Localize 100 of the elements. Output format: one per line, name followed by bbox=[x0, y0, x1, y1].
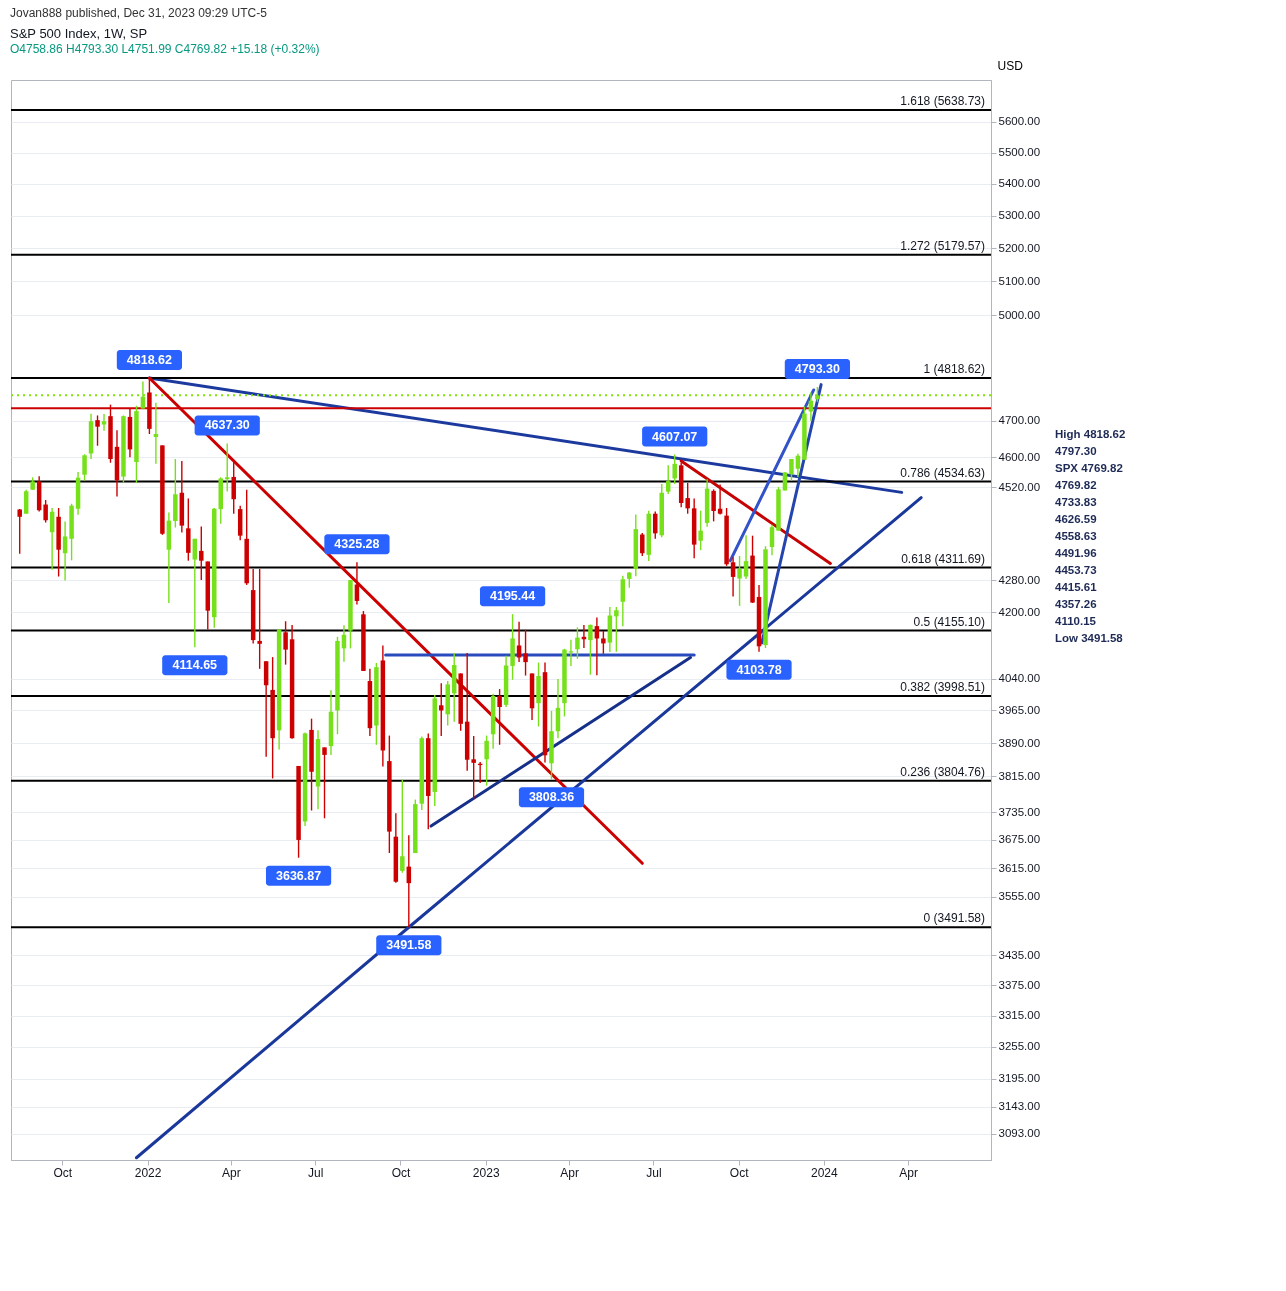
candlestick bbox=[484, 734, 489, 787]
annotation: 3491.58 bbox=[386, 938, 432, 953]
candlestick bbox=[257, 568, 262, 670]
y-tick-label: 5100.00 bbox=[998, 274, 1041, 287]
y-tick-label: 3375.00 bbox=[998, 978, 1041, 991]
candlestick bbox=[568, 639, 574, 667]
candlestick bbox=[471, 735, 476, 800]
candlestick bbox=[711, 488, 716, 523]
x-tick-label: Apr bbox=[222, 1165, 241, 1180]
candlestick bbox=[17, 508, 22, 555]
x-tick-label: Jul bbox=[646, 1165, 662, 1180]
candlestick bbox=[717, 483, 723, 516]
candlestick bbox=[140, 380, 146, 410]
text: 4626.59 bbox=[1055, 513, 1097, 525]
y-tick-label: 5500.00 bbox=[998, 146, 1041, 159]
annotation: 4818.62 bbox=[126, 353, 173, 368]
candlestick bbox=[231, 459, 236, 515]
ref-line-label: 0.236 (3804.76) bbox=[900, 764, 985, 779]
ref-line-label: 0.618 (4311.69) bbox=[901, 551, 985, 566]
text: Low 3491.58 bbox=[1055, 632, 1124, 644]
y-tick-label: 4040.00 bbox=[998, 672, 1041, 684]
y-tick-label: 3735.00 bbox=[998, 805, 1041, 818]
y-tick-label: 4700.00 bbox=[998, 414, 1041, 427]
candlestick bbox=[95, 414, 100, 447]
y-tick-label: 3965.00 bbox=[998, 703, 1041, 716]
y-tick-label: 5300.00 bbox=[998, 209, 1041, 222]
x-tick-label: Apr bbox=[560, 1165, 579, 1180]
y-tick-label: 4280.00 bbox=[998, 573, 1041, 586]
text: 4733.83 bbox=[1055, 496, 1097, 508]
y-tick-label: 4520.00 bbox=[998, 480, 1041, 493]
candlestick bbox=[614, 606, 619, 653]
candlestick bbox=[82, 453, 87, 482]
candlestick bbox=[400, 779, 405, 874]
candlestick bbox=[789, 458, 794, 482]
y-tick-label: 3195.00 bbox=[998, 1072, 1041, 1085]
text: 4453.73 bbox=[1055, 564, 1097, 576]
candlestick bbox=[620, 575, 626, 627]
annotation: 3808.36 bbox=[528, 790, 575, 805]
y-tick-label: 5600.00 bbox=[998, 115, 1041, 128]
candlestick bbox=[730, 556, 736, 598]
text: High 4818.62 bbox=[1055, 428, 1126, 440]
candlestick bbox=[153, 402, 159, 465]
candlestick bbox=[523, 629, 528, 677]
candlestick bbox=[224, 442, 230, 493]
ref-line-label: 1 (4818.62) bbox=[923, 362, 985, 377]
annotation: 4114.65 bbox=[172, 658, 218, 673]
y-tick-label: 3255.00 bbox=[998, 1040, 1041, 1053]
ref-line-label: 0 (3491.58) bbox=[923, 911, 985, 926]
y-tick-label: 3675.00 bbox=[998, 833, 1041, 846]
text: 4357.26 bbox=[1055, 598, 1097, 610]
x-tick-label: 2024 bbox=[811, 1165, 839, 1180]
chart-subtitle: O4758.86 H4793.30 L4751.99 C4769.82 +15.18 (+0.32%) bbox=[10, 42, 320, 56]
candlestick bbox=[283, 620, 288, 666]
text: 4415.61 bbox=[1055, 581, 1098, 593]
annotation: 4793.30 bbox=[794, 362, 841, 376]
candlestick bbox=[743, 534, 749, 580]
candlestick bbox=[640, 532, 645, 557]
y-tick-label: 3143.00 bbox=[998, 1100, 1041, 1113]
y-tick-label: 5000.00 bbox=[998, 308, 1041, 321]
candlestick bbox=[354, 561, 360, 606]
y-tick-label: 3890.00 bbox=[998, 736, 1041, 749]
annotation: 4637.30 bbox=[204, 418, 250, 433]
y-tick-label: 3615.00 bbox=[998, 861, 1041, 874]
candlestick bbox=[737, 555, 742, 607]
y-tick-label: 3435.00 bbox=[998, 948, 1041, 961]
y-tick-label: 4600.00 bbox=[998, 450, 1041, 463]
y-tick-label: 3093.00 bbox=[998, 1127, 1041, 1140]
annotation: 4103.78 bbox=[736, 662, 782, 677]
candlestick bbox=[23, 489, 29, 515]
text: SPX 4769.82 bbox=[1055, 462, 1123, 474]
x-tick-label: 2023 bbox=[472, 1165, 500, 1180]
candlestick bbox=[665, 464, 671, 495]
candlestick bbox=[653, 510, 658, 540]
chart-title: S&P 500 Index, 1W, SP bbox=[10, 26, 148, 41]
candlestick bbox=[769, 524, 775, 556]
x-tick-label: Oct bbox=[391, 1165, 411, 1180]
annotation: 4195.44 bbox=[489, 589, 536, 604]
ref-line-label: 0.5 (4155.10) bbox=[913, 614, 985, 629]
candlestick bbox=[685, 482, 690, 515]
text: 4769.82 bbox=[1055, 479, 1097, 491]
y-axis-title: USD bbox=[997, 58, 1024, 73]
y-tick-label: 4200.00 bbox=[998, 605, 1041, 618]
candlestick bbox=[322, 746, 327, 819]
candlestick bbox=[601, 630, 606, 655]
y-tick-label: 3315.00 bbox=[998, 1009, 1041, 1022]
y-tick-label: 5400.00 bbox=[998, 177, 1041, 190]
candlestick bbox=[497, 688, 502, 746]
candlestick bbox=[672, 453, 677, 485]
y-tick-label: 3815.00 bbox=[998, 769, 1041, 782]
text: 4491.96 bbox=[1055, 547, 1097, 559]
x-tick-label: Oct bbox=[729, 1165, 750, 1180]
x-tick-label: Jul bbox=[308, 1165, 324, 1180]
text: 4110.15 bbox=[1055, 615, 1097, 627]
x-tick-label: Apr bbox=[899, 1165, 919, 1180]
candlestick bbox=[575, 626, 580, 660]
candlestick bbox=[199, 525, 204, 581]
candlestick bbox=[101, 413, 107, 432]
y-tick-label: 5200.00 bbox=[998, 241, 1041, 254]
candlestick bbox=[698, 509, 703, 551]
annotation: 3636.87 bbox=[275, 868, 322, 883]
